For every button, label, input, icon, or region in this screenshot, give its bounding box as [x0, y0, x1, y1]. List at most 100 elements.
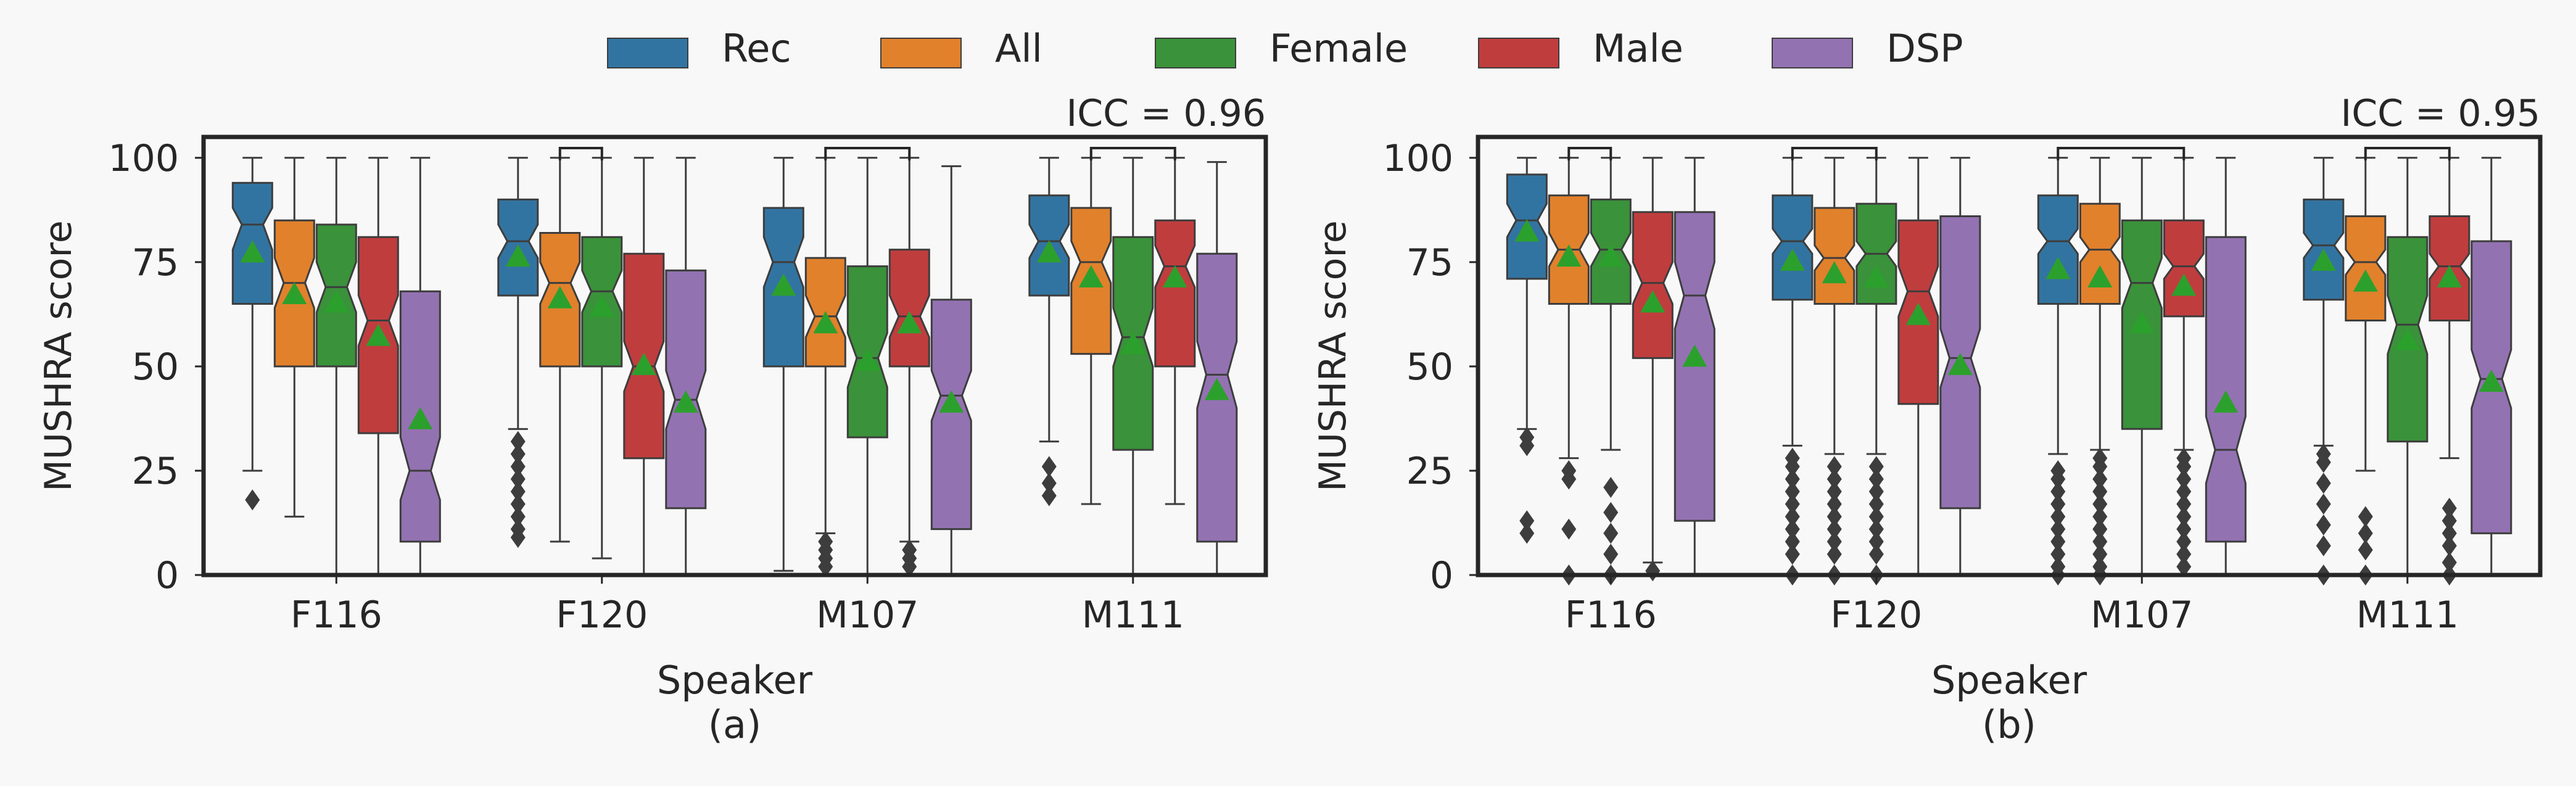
legend-swatch — [1772, 38, 1853, 68]
outlier-point — [1868, 494, 1884, 515]
y-tick-label: 75 — [1406, 241, 1453, 284]
outlier-point — [2316, 473, 2331, 494]
box-f116-male — [1632, 157, 1674, 582]
icc-label: ICC = 0.95 — [2341, 92, 2541, 135]
x-axis-title: Speaker — [657, 658, 813, 703]
box-m111-female — [1112, 157, 1154, 576]
outlier-point — [2092, 447, 2108, 469]
chart-panel-b: 0 25 50 75 100 F116 F120 M107 M111 ICC = 0.95 MUSH… — [1311, 92, 2543, 747]
outlier-point — [2442, 552, 2457, 573]
outlier-point — [510, 506, 526, 527]
outlier-point — [1827, 506, 1842, 527]
mean-marker — [2046, 257, 2071, 279]
x-tick-label: M111 — [1082, 594, 1184, 637]
outlier-point — [2358, 539, 2373, 561]
outlier-point — [2092, 494, 2108, 515]
outlier-point — [1561, 460, 1577, 481]
outlier-point — [510, 481, 526, 502]
box-m111-rec — [2303, 157, 2345, 585]
legend-item-female: Female — [1155, 26, 1408, 71]
outlier-point — [510, 456, 526, 478]
outlier-point — [2176, 531, 2192, 552]
box-m107-female — [846, 157, 888, 576]
box-m111-all — [1070, 157, 1112, 505]
panel-label: (b) — [1982, 702, 2036, 747]
box-m111-all — [2345, 157, 2387, 585]
outlier-point — [1868, 481, 1884, 502]
outlier-point — [1603, 502, 1619, 523]
significance-bracket — [2057, 147, 2186, 160]
outlier-point — [2176, 494, 2192, 515]
box-m107-rec — [2037, 157, 2079, 585]
box-m107-male — [2163, 157, 2205, 577]
legend-item-male: Male — [1478, 26, 1683, 71]
outlier-point — [1827, 544, 1842, 565]
box-f120-rec — [497, 157, 539, 548]
outlier-point — [2442, 510, 2457, 532]
outlier-point — [2316, 514, 2331, 536]
outlier-point — [1519, 426, 1535, 448]
legend: Rec All Female Male DSP — [607, 26, 1963, 71]
mean-marker — [1204, 378, 1229, 400]
box-body — [1632, 211, 1674, 359]
outlier-point — [1603, 544, 1619, 565]
panel-label: (a) — [708, 702, 761, 747]
significance-bracket — [2364, 147, 2451, 160]
mean-marker — [1640, 290, 1666, 313]
outlier-point — [1827, 518, 1842, 540]
outlier-point — [2050, 481, 2066, 502]
outlier-point — [1827, 481, 1842, 502]
box-f116-dsp — [1674, 157, 1715, 576]
mean-marker — [631, 352, 656, 375]
mean-marker — [1162, 265, 1187, 288]
box-m107-all — [2079, 157, 2121, 585]
outlier-point — [2092, 531, 2108, 552]
outlier-point — [1785, 494, 1800, 515]
plot-frame — [201, 134, 1268, 577]
box-body — [2037, 194, 2079, 305]
outlier-point — [510, 468, 526, 490]
legend-swatch — [1155, 38, 1236, 68]
outlier-point — [2176, 468, 2192, 490]
outlier-point — [1785, 447, 1800, 469]
box-m107-female — [2121, 157, 2163, 576]
mean-marker — [1556, 244, 1582, 267]
outlier-point — [1827, 468, 1842, 490]
outlier-point — [1785, 531, 1800, 552]
outlier-point — [2050, 518, 2066, 540]
y-tick-label: 50 — [132, 345, 179, 389]
outlier-point — [2092, 518, 2108, 540]
box-body — [930, 299, 972, 531]
y-tick-label: 25 — [132, 450, 179, 493]
box-f116-male — [357, 157, 399, 576]
outlier-point — [245, 489, 260, 511]
outlier-point — [2176, 544, 2192, 565]
outlier-point — [2316, 443, 2331, 465]
y-tick-label: 25 — [1406, 450, 1453, 493]
box-m111-female — [2387, 157, 2429, 576]
outlier-point — [1827, 456, 1842, 478]
mean-marker — [813, 311, 838, 334]
outlier-point — [2092, 544, 2108, 565]
outlier-point — [1041, 456, 1057, 478]
outlier-point — [1868, 456, 1884, 478]
outlier-point — [510, 431, 526, 452]
box-body — [665, 269, 707, 510]
outlier-point — [2050, 460, 2066, 481]
legend-item-all: All — [880, 26, 1042, 71]
y-tick-label: 0 — [155, 554, 179, 597]
outlier-point — [510, 443, 526, 465]
box-m107-rec — [762, 157, 804, 572]
mean-marker — [1947, 352, 1973, 375]
x-tick-label: M107 — [816, 594, 919, 637]
x-tick-label: F120 — [1830, 594, 1922, 637]
outlier-point — [510, 494, 526, 515]
box-f120-female — [1856, 157, 1897, 585]
y-tick-label: 50 — [1406, 345, 1453, 389]
box-m107-all — [804, 157, 846, 577]
box-m111-male — [1154, 157, 1196, 505]
mean-marker — [1780, 248, 1805, 271]
outlier-point — [2050, 531, 2066, 552]
outlier-point — [1868, 506, 1884, 527]
x-tick-label: F116 — [1565, 594, 1657, 637]
